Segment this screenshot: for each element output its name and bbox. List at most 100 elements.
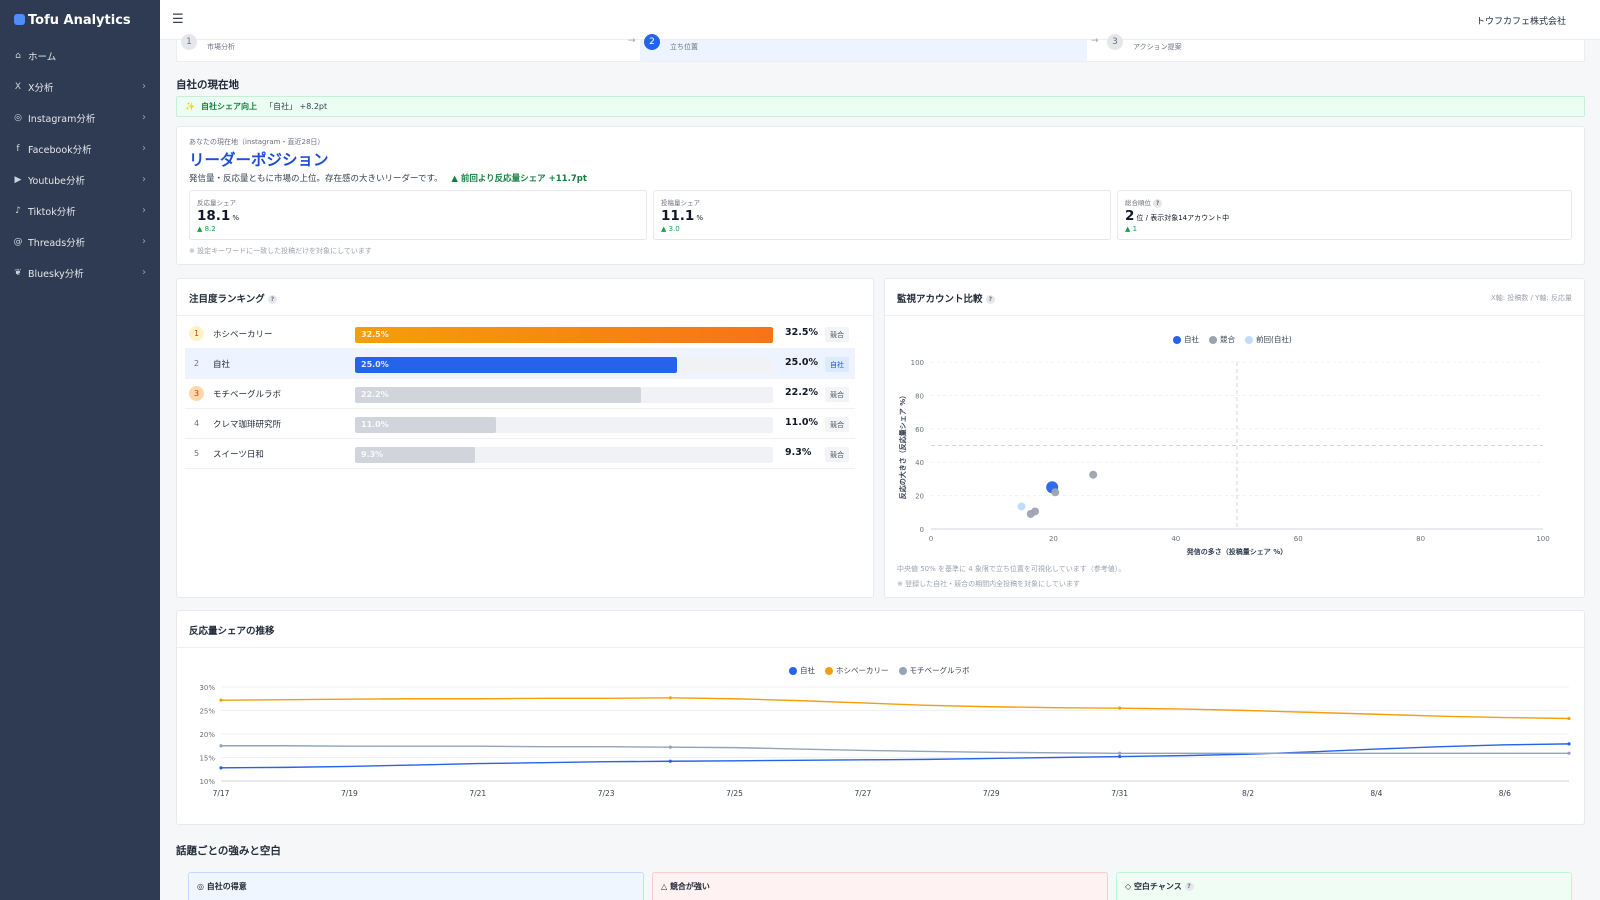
topic-card-blank-chance[interactable]: ◇ 空白チャンス ? bbox=[1116, 872, 1572, 900]
sidebar-item-1[interactable]: X X分析 › bbox=[0, 71, 160, 102]
sidebar-item-6[interactable]: @ Threads分析 › bbox=[0, 226, 160, 257]
rank-share-value: 25.0% bbox=[785, 357, 818, 368]
x-tick-label: 8/6 bbox=[1499, 789, 1511, 798]
topic-card-competitor-strong[interactable]: △ 競合が強い bbox=[652, 872, 1108, 900]
scatter-point[interactable] bbox=[1051, 488, 1060, 497]
ranking-row[interactable]: 1 ホシベーカリー 32.5% 32.5% 競合 bbox=[185, 319, 855, 349]
ranking-row[interactable]: 4 クレマ珈琲研究所 11.0% 11.0% 競合 bbox=[185, 409, 855, 439]
chevron-right-icon: › bbox=[142, 81, 146, 92]
share-up-banner: ✨ 自社シェア向上 「自社」 +8.2pt bbox=[176, 96, 1585, 117]
y-tick-label: 20% bbox=[199, 731, 215, 739]
step-action-proposal[interactable]: 3 アクション提案 bbox=[1103, 34, 1583, 61]
divider bbox=[177, 647, 1584, 648]
rank-share-value: 9.3% bbox=[785, 447, 812, 458]
position-change: ▲ 前回より反応量シェア +11.7pt bbox=[451, 174, 587, 184]
metric-reaction-share: 反応量シェア 18.1% ▲ 8.2 bbox=[189, 190, 647, 240]
share-bar-label: 32.5% bbox=[361, 330, 389, 339]
sidebar-item-4[interactable]: ▶ Youtube分析 › bbox=[0, 164, 160, 195]
app-name: Tofu Analytics bbox=[28, 12, 131, 28]
series-point[interactable] bbox=[219, 744, 223, 748]
account-type-tag: 競合 bbox=[825, 387, 849, 402]
rank-badge: 5 bbox=[193, 449, 200, 458]
scatter-point[interactable] bbox=[1026, 509, 1035, 518]
bluesky-icon: ❦ bbox=[14, 267, 22, 278]
x-tick-label: 7/17 bbox=[213, 789, 230, 798]
help-icon[interactable]: ? bbox=[985, 295, 995, 304]
ranking-row[interactable]: 2 自社 25.0% 25.0% 自社 bbox=[185, 349, 855, 379]
series-point[interactable] bbox=[219, 766, 223, 770]
scatter-note-1: 中央値 50% を基準に 4 象限で立ち位置を可視化しています（参考値）。 bbox=[897, 565, 1126, 573]
account-type-tag: 競合 bbox=[825, 417, 849, 432]
sidebar-item-2[interactable]: ◎ Instagram分析 › bbox=[0, 102, 160, 133]
series-point[interactable] bbox=[668, 696, 672, 700]
y-tick-label: 15% bbox=[199, 755, 215, 763]
account-type-tag: 競合 bbox=[825, 447, 849, 462]
sidebar-item-3[interactable]: f Facebook分析 › bbox=[0, 133, 160, 164]
account-type-tag: 競合 bbox=[825, 327, 849, 342]
step-market-analysis[interactable]: 1 市場分析 bbox=[177, 34, 627, 61]
series-point[interactable] bbox=[1567, 716, 1571, 721]
metric-label: 総合順位 ? bbox=[1125, 197, 1163, 208]
metric-value: 18.1% bbox=[197, 208, 239, 224]
share-bar-track: 22.2% bbox=[355, 387, 773, 403]
x-tick-label: 80 bbox=[1416, 535, 1425, 543]
sidebar-item-0[interactable]: ⌂ ホーム bbox=[0, 40, 160, 71]
step-positioning[interactable]: 2 立ち位置 bbox=[640, 34, 1087, 61]
step-label: 立ち位置 bbox=[670, 43, 698, 51]
x-tick-label: 0 bbox=[929, 535, 933, 543]
series-point[interactable] bbox=[1567, 751, 1571, 755]
topic-label: △ 競合が強い bbox=[661, 882, 710, 891]
tiktok-icon: ♪ bbox=[15, 205, 21, 216]
rank-share-value: 11.0% bbox=[785, 417, 818, 428]
metric-delta: ▲ 1 bbox=[1125, 225, 1138, 233]
sidebar: Tofu Analytics ⌂ ホーム X X分析 › ◎ Instagram分析 › f Fa… bbox=[0, 0, 160, 900]
y-tick-label: 25% bbox=[199, 708, 215, 716]
rank-share-value: 22.2% bbox=[785, 387, 818, 398]
share-bar-track: 32.5% bbox=[355, 327, 773, 343]
chevron-right-icon: › bbox=[142, 267, 146, 278]
sidebar-item-5[interactable]: ♪ Tiktok分析 › bbox=[0, 195, 160, 226]
series-line bbox=[220, 697, 1570, 720]
series-point[interactable] bbox=[219, 698, 223, 702]
metric-delta: ▲ 3.0 bbox=[661, 225, 680, 233]
chevron-right-icon: › bbox=[142, 174, 146, 185]
y-axis-label: 反応の大きさ（反応量シェア %） bbox=[898, 392, 907, 499]
scatter-legend: 自社 競合 前回(自社) bbox=[1173, 334, 1292, 345]
series-point[interactable] bbox=[1118, 706, 1122, 710]
sparkle-icon: ✨ bbox=[185, 102, 195, 111]
ranking-row[interactable]: 5 スイーツ日和 9.3% 9.3% 競合 bbox=[185, 439, 855, 469]
x-tick-label: 8/4 bbox=[1370, 789, 1382, 798]
share-bar-track: 11.0% bbox=[355, 417, 773, 433]
home-icon: ⌂ bbox=[15, 50, 21, 61]
ranking-row[interactable]: 3 モチベーグルラボ 22.2% 22.2% 競合 bbox=[185, 379, 855, 409]
series-point[interactable] bbox=[1118, 751, 1122, 755]
scatter-point[interactable] bbox=[1017, 502, 1026, 511]
series-point[interactable] bbox=[668, 745, 672, 749]
series-point[interactable] bbox=[668, 759, 672, 763]
legend-competitor: 競合 bbox=[1209, 334, 1235, 345]
help-icon[interactable]: ? bbox=[268, 295, 278, 304]
sidebar-item-7[interactable]: ❦ Bluesky分析 › bbox=[0, 257, 160, 288]
step-progress: 1 市場分析 → 2 立ち位置 → 3 アクション提案 bbox=[176, 34, 1585, 62]
trend-line-chart: 10% 15% 20% 25% 30% 7/17 7/19 7/21 7/23 7/25 7/27 7… bbox=[199, 684, 1571, 798]
share-bar-label: 22.2% bbox=[361, 390, 389, 399]
hamburger-menu-icon[interactable]: ☰ bbox=[172, 12, 184, 27]
metric-value: 11.1% bbox=[661, 208, 703, 224]
series-point[interactable] bbox=[1567, 742, 1571, 746]
topic-card-strengths[interactable]: ◎ 自社の得意 bbox=[188, 872, 644, 900]
rank-badge: 1 bbox=[189, 326, 204, 341]
position-description: 発信量・反応量ともに市場の上位。存在感の大きいリーダーです。 ▲ 前回より反応量… bbox=[189, 172, 587, 184]
help-icon[interactable]: ? bbox=[1153, 198, 1163, 208]
sidebar-item-label: Tiktok分析 bbox=[28, 206, 76, 218]
series-line bbox=[220, 743, 1570, 769]
scatter-point[interactable] bbox=[1089, 470, 1098, 479]
help-icon[interactable]: ? bbox=[1184, 882, 1194, 891]
x-tick-label: 7/21 bbox=[469, 789, 486, 798]
axis-hint: X軸: 投稿数 / Y軸: 反応量 bbox=[1490, 294, 1572, 302]
youtube-icon: ▶ bbox=[14, 174, 22, 185]
chevron-right-icon: › bbox=[142, 236, 146, 247]
legend-mochi: モチベーグルラボ bbox=[898, 665, 970, 676]
brand[interactable]: Tofu Analytics bbox=[0, 0, 160, 40]
series-point[interactable] bbox=[1118, 754, 1122, 759]
